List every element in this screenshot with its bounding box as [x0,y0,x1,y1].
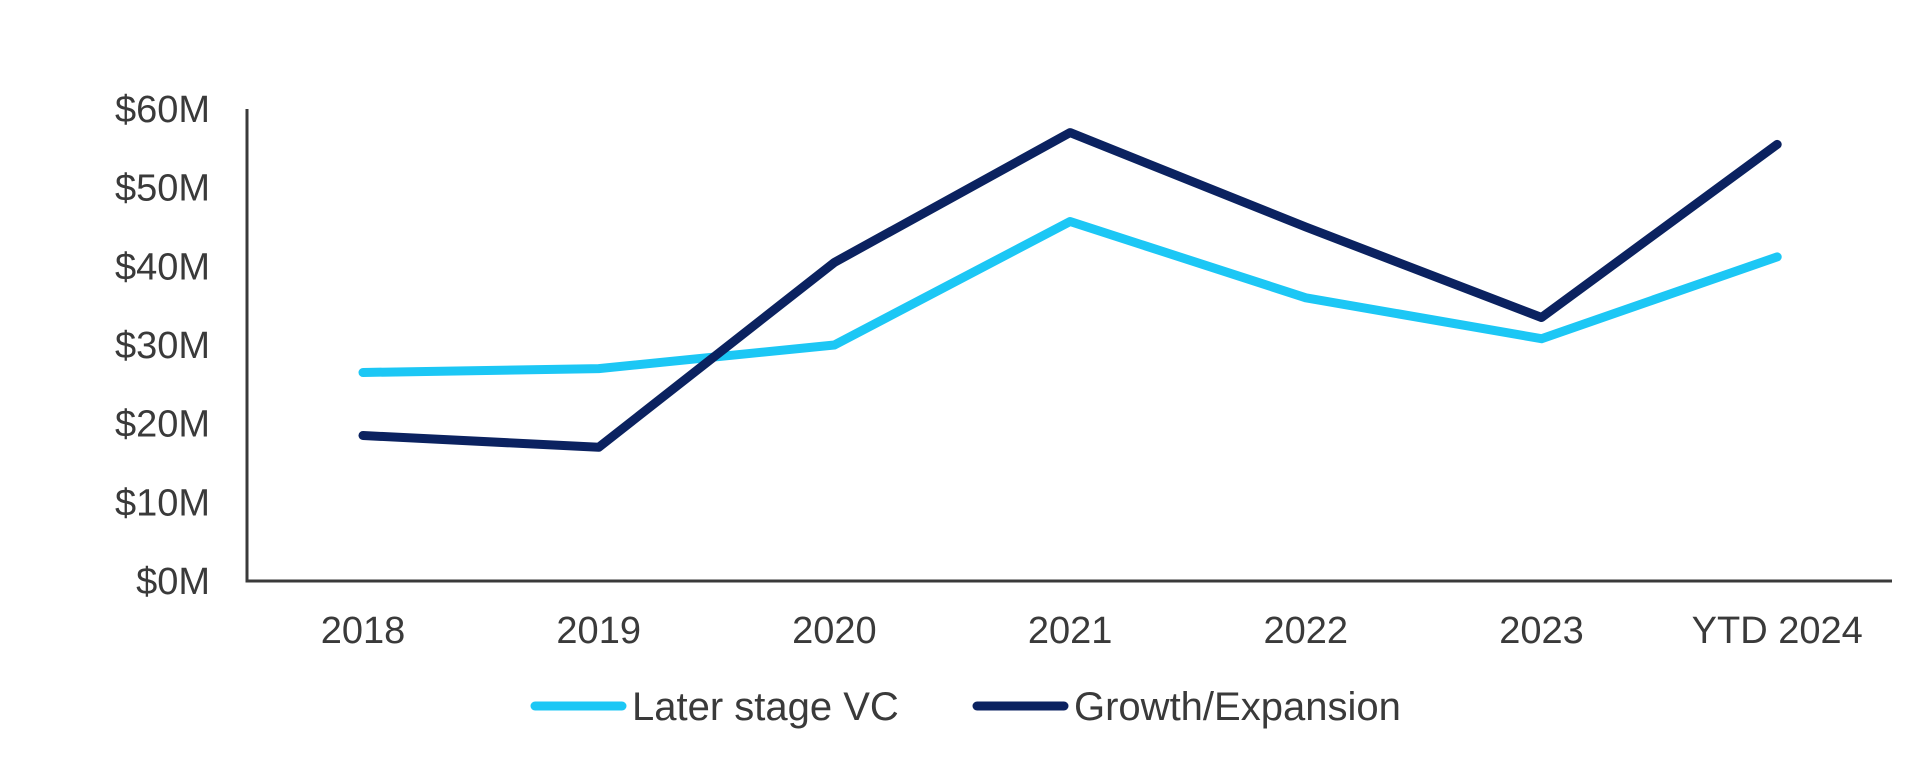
legend-label: Later stage VC [632,685,899,729]
y-tick-label: $40M [115,246,210,288]
x-tick-label: 2021 [1028,610,1113,652]
legend-label: Growth/Expansion [1074,685,1401,729]
y-tick-label: $0M [136,561,210,603]
legend: Later stage VC Growth/Expansion [530,685,1401,729]
y-tick-label: $30M [115,325,210,367]
y-tick-label: $50M [115,168,210,210]
x-tick-label: YTD 2024 [1692,610,1863,652]
series-lines [358,128,1782,452]
series-line-growth-expansion [358,128,1782,452]
series-line-later-stage-vc [358,217,1782,377]
y-tick-label: $10M [115,482,210,524]
y-tick-label: $20M [115,404,210,446]
x-tick-label: 2023 [1499,610,1584,652]
y-tick-label: $60M [115,89,210,131]
x-tick-label: 2019 [556,610,641,652]
x-tick-label: 2018 [321,610,406,652]
y-axis-ticks: $0M $10M $20M $30M $40M $50M $60M [115,89,210,603]
x-axis-ticks: 2018 2019 2020 2021 2022 2023 YTD 2024 [321,610,1863,652]
x-tick-label: 2022 [1264,610,1349,652]
x-tick-label: 2020 [792,610,877,652]
axes [245,109,1892,583]
